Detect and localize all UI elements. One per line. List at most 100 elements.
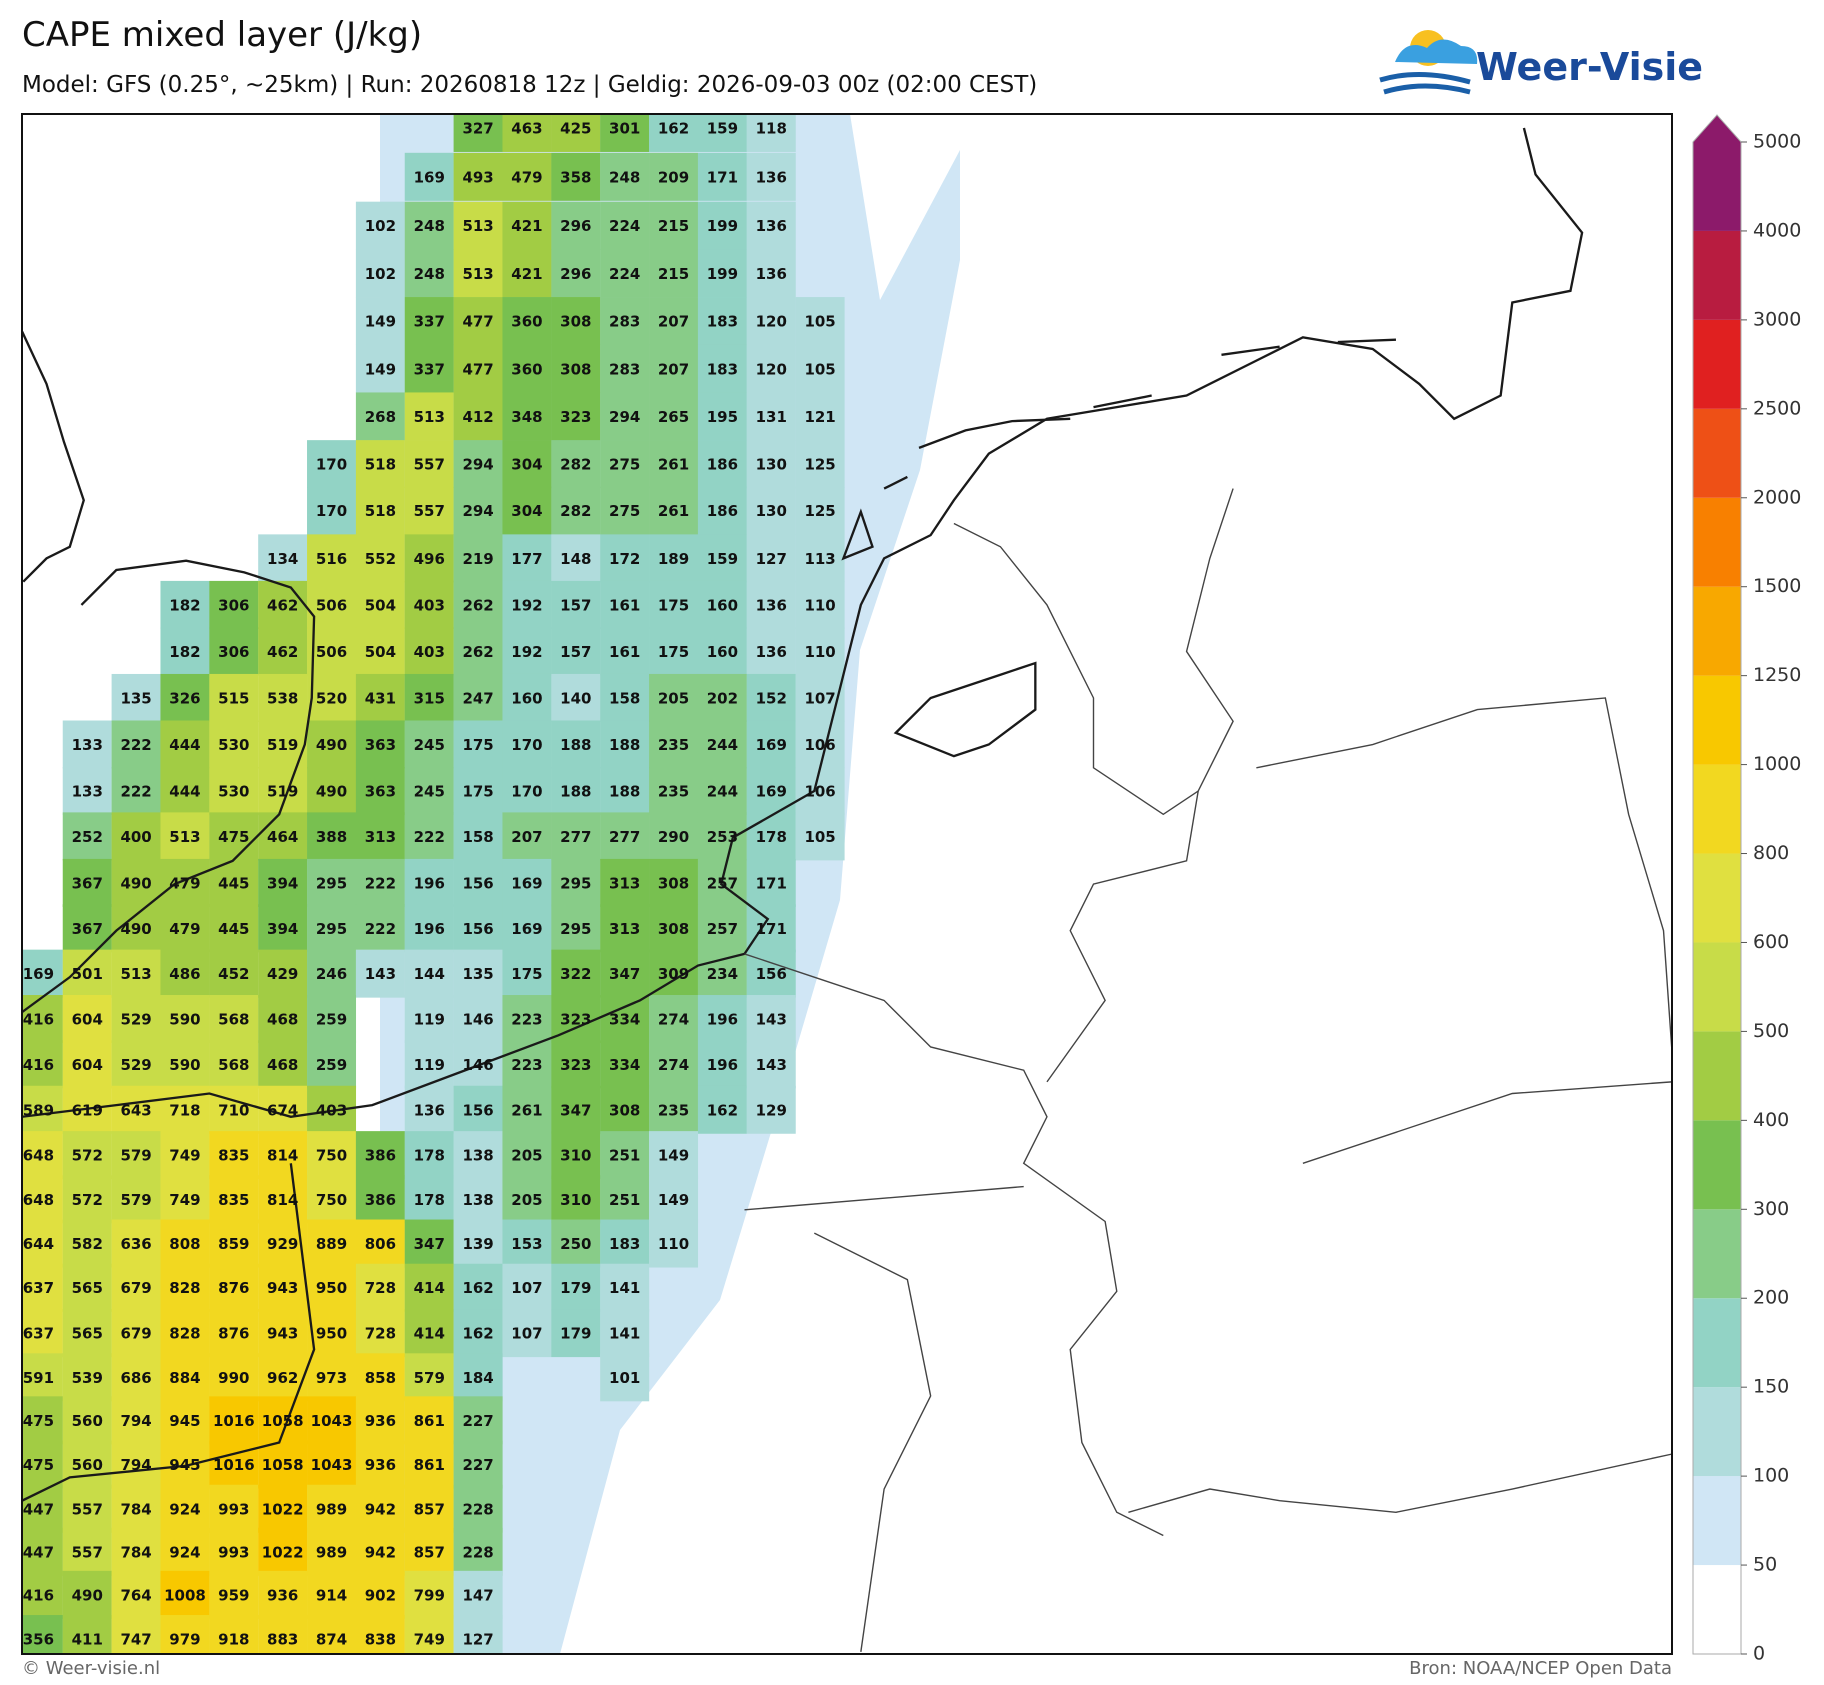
field-cell: [160, 858, 210, 907]
value-label: 274: [658, 1011, 689, 1029]
field-cell: [795, 767, 845, 816]
field-cell: [453, 344, 503, 393]
field-cell: [209, 720, 259, 769]
field-cell: [551, 949, 601, 998]
value-label: 184: [462, 1369, 493, 1387]
field-cell: [209, 1219, 259, 1268]
value-label: 175: [462, 736, 493, 754]
value-label: 718: [169, 1101, 200, 1119]
field-cell: [746, 720, 796, 769]
value-label: 557: [414, 502, 445, 520]
value-label: 475: [23, 1412, 54, 1430]
value-label: 462: [267, 643, 298, 661]
field-cell: [697, 904, 747, 953]
field-cell: [111, 1131, 161, 1180]
field-cell: [160, 720, 210, 769]
value-labels: 327 463 425 301 162 159 118 169 493 479 358 248 209 1…: [23, 119, 836, 1648]
value-label: 169: [511, 874, 542, 892]
field-cell: [746, 344, 796, 393]
value-label: 943: [267, 1279, 298, 1297]
value-label: 251: [609, 1191, 640, 1209]
value-label: 282: [560, 502, 591, 520]
field-cell: [649, 720, 699, 769]
value-label: 250: [560, 1235, 591, 1253]
value-label: 501: [72, 965, 103, 983]
field-cell: [258, 534, 308, 583]
field-cell: [551, 534, 601, 583]
value-label: 936: [365, 1412, 396, 1430]
value-label: 490: [120, 920, 151, 938]
value-label: 750: [316, 1191, 347, 1209]
colorbar-arrow: [1693, 115, 1741, 142]
field-cell: [209, 1040, 259, 1089]
field-cell: [453, 114, 503, 152]
field-cell: [62, 1309, 112, 1358]
value-label: 945: [169, 1456, 200, 1474]
field-cell: [209, 1353, 259, 1402]
value-label: 447: [23, 1543, 54, 1561]
field-cell: [62, 1527, 112, 1576]
value-label: 196: [707, 1011, 738, 1029]
value-label: 170: [316, 456, 347, 474]
field-cell: [600, 949, 650, 998]
value-label: 246: [316, 965, 347, 983]
field-cell: [160, 949, 210, 998]
value-label: 857: [414, 1543, 445, 1561]
value-label: 582: [72, 1235, 103, 1253]
field-cell: [404, 1219, 454, 1268]
value-label: 186: [707, 456, 738, 474]
value-label: 360: [511, 313, 542, 331]
field-cell: [258, 673, 308, 722]
value-label: 496: [414, 550, 445, 568]
value-label: 950: [316, 1279, 347, 1297]
value-label: 207: [658, 313, 689, 331]
field-cell: [600, 720, 650, 769]
value-label: 219: [462, 550, 493, 568]
value-label: 360: [511, 360, 542, 378]
field-cell: [258, 1440, 308, 1489]
field-cell: [551, 1175, 601, 1224]
value-label: 416: [23, 1586, 54, 1604]
value-label: 924: [169, 1543, 200, 1561]
field-cell: [404, 1353, 454, 1402]
field-cell: [258, 580, 308, 629]
value-label: 169: [23, 965, 54, 983]
field-cell: [453, 720, 503, 769]
value-label: 519: [267, 783, 298, 801]
value-label: 134: [267, 550, 298, 568]
field-cell: [453, 627, 503, 676]
value-label: 196: [414, 920, 445, 938]
field-cell: [453, 1615, 503, 1654]
field-cell: [551, 627, 601, 676]
value-label: 283: [609, 313, 640, 331]
value-label: 183: [707, 313, 738, 331]
field-cell: [209, 1175, 259, 1224]
value-label: 590: [169, 1056, 200, 1074]
value-label: 552: [365, 550, 396, 568]
value-label: 227: [462, 1412, 493, 1430]
value-label: 861: [414, 1412, 445, 1430]
field-cell: [600, 812, 650, 861]
value-label: 205: [511, 1191, 542, 1209]
field-cell: [649, 673, 699, 722]
colorbar-tick-label: 50: [1753, 1554, 1777, 1576]
field-cell: [746, 1085, 796, 1134]
value-label: 504: [365, 643, 396, 661]
value-label: 294: [462, 502, 493, 520]
value-label: 158: [609, 689, 640, 707]
value-label: 209: [658, 168, 689, 186]
value-label: 141: [609, 1325, 640, 1343]
field-cell: [502, 858, 552, 907]
colorbar-segment: [1693, 942, 1741, 1032]
field-cell: [404, 440, 454, 489]
value-label: 130: [756, 502, 787, 520]
value-label: 156: [462, 920, 493, 938]
value-label: 162: [658, 119, 689, 137]
field-cell: [502, 201, 552, 250]
field-cell: [600, 440, 650, 489]
colorbar-tick-label: 5000: [1753, 131, 1801, 153]
field-cell: [62, 1219, 112, 1268]
value-label: 643: [120, 1101, 151, 1119]
field-cell: [22, 1615, 63, 1654]
